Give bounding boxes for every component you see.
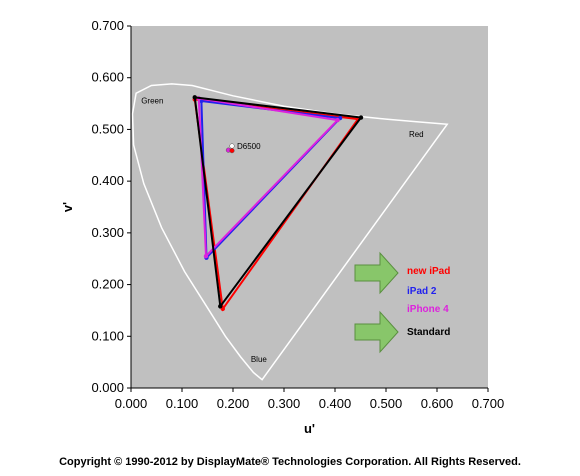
spectral-locus xyxy=(131,83,449,381)
region-label-green: Green xyxy=(141,97,163,106)
y-tick-label: 0.000 xyxy=(91,380,124,395)
legend-label-iphone-4: iPhone 4 xyxy=(407,304,449,315)
white-point-label: D6500 xyxy=(237,142,261,151)
arrow-icon xyxy=(354,251,399,295)
y-tick-label: 0.500 xyxy=(91,121,124,136)
x-tick-label: 0.100 xyxy=(166,396,199,411)
x-tick-label: 0.700 xyxy=(472,396,505,411)
gamut-point-standard xyxy=(358,115,364,120)
y-tick-label: 0.600 xyxy=(91,70,124,85)
y-tick-label: 0.200 xyxy=(91,277,124,292)
gamut-point-iphone-4 xyxy=(335,117,340,123)
gamut-standard xyxy=(193,96,363,309)
white-point-marker xyxy=(229,148,235,154)
y-tick-label: 0.300 xyxy=(91,225,124,240)
gamut-iphone-4 xyxy=(197,97,340,259)
legend-label-new-ipad: new iPad xyxy=(407,266,450,277)
y-axis-title: v' xyxy=(60,202,75,212)
chromaticity-chart: 0.000 0.100 0.200 0.300 0.400 0.500 0.600 0.700… xyxy=(60,18,505,436)
x-tick-label: 0.200 xyxy=(217,396,250,411)
x-tick-label: 0.400 xyxy=(319,396,352,411)
legend-label-ipad-2: iPad 2 xyxy=(407,286,437,297)
white-point-marker xyxy=(229,143,235,149)
x-tick-label: 0.000 xyxy=(115,396,148,411)
arrow-icon xyxy=(354,310,399,354)
x-axis-title: u' xyxy=(304,421,315,436)
y-tick-label: 0.700 xyxy=(91,18,124,33)
copyright-notice: Copyright © 1990-2012 by DisplayMate® Te… xyxy=(59,456,521,468)
region-label-red: Red xyxy=(409,130,424,139)
x-tick-label: 0.300 xyxy=(268,396,301,411)
legend-label-standard: Standard xyxy=(407,327,450,338)
gamut-point-iphone-4 xyxy=(203,253,209,259)
y-tick-label: 0.100 xyxy=(91,328,124,343)
region-label-blue: Blue xyxy=(251,355,268,364)
gamut-point-standard xyxy=(192,95,197,100)
x-tick-label: 0.500 xyxy=(370,396,403,411)
y-tick-label: 0.400 xyxy=(91,173,124,188)
gamut-point-standard xyxy=(218,304,223,309)
plot-area xyxy=(131,26,488,388)
x-tick-label: 0.600 xyxy=(421,396,454,411)
